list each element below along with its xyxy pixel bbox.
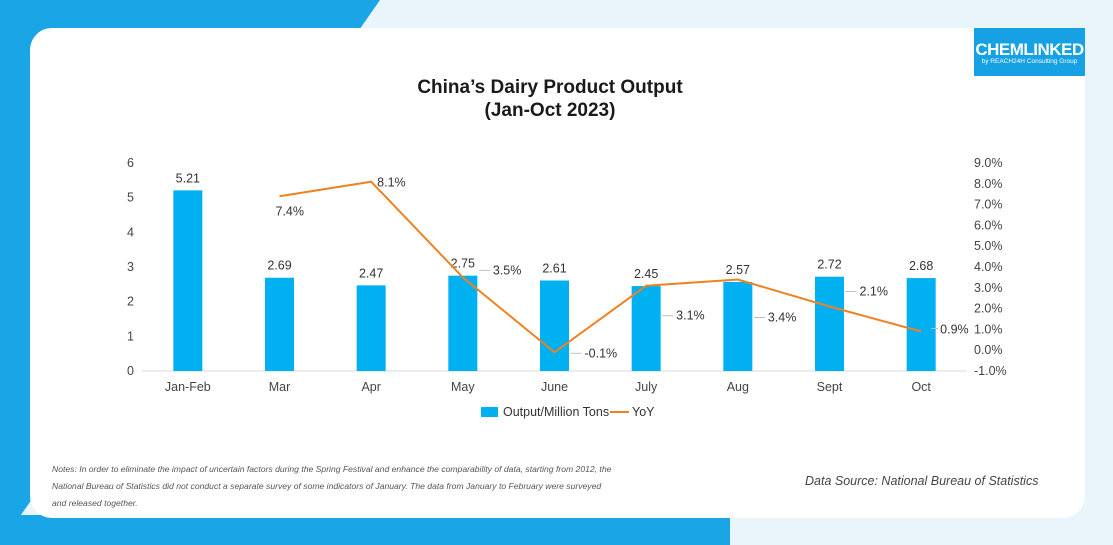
yoy-value-label: 3.4% bbox=[768, 310, 797, 324]
x-tick-label: June bbox=[541, 380, 568, 394]
x-tick-label: Aug bbox=[727, 380, 749, 394]
logo-wordmark: CHEMLINKED bbox=[975, 40, 1084, 59]
yoy-value-label: 0.9% bbox=[940, 322, 969, 336]
yoy-value-label: 3.1% bbox=[676, 309, 705, 323]
bar-value-label: 2.45 bbox=[634, 267, 658, 281]
y-left-tick-label: 6 bbox=[127, 156, 134, 170]
bar-july bbox=[631, 286, 661, 371]
y-right-tick-label: 2.0% bbox=[974, 302, 1003, 316]
logo-tagline: by REACH24H Consulting Group bbox=[981, 58, 1078, 65]
bar-jan-feb bbox=[173, 190, 203, 371]
x-tick-label: Jan-Feb bbox=[165, 380, 211, 394]
y-right-tick-label: 6.0% bbox=[974, 218, 1003, 232]
brand-logo: CHEMLINKED by REACH24H Consulting Group bbox=[974, 28, 1085, 76]
yoy-value-label: -0.1% bbox=[585, 346, 618, 360]
data-source: Data Source: National Bureau of Statisti… bbox=[805, 474, 1039, 488]
y-right-tick-label: -1.0% bbox=[974, 364, 1007, 378]
bar-aug bbox=[723, 281, 753, 371]
bar-oct bbox=[906, 278, 936, 371]
x-tick-label: July bbox=[635, 380, 658, 394]
y-right-tick-label: 4.0% bbox=[974, 260, 1003, 274]
y-right-tick-label: 5.0% bbox=[974, 239, 1003, 253]
bar-mar bbox=[265, 277, 294, 371]
bar-apr bbox=[356, 285, 386, 371]
bar-value-label: 2.75 bbox=[451, 257, 475, 271]
y-left-tick-label: 4 bbox=[127, 225, 134, 239]
chart-card bbox=[30, 28, 1085, 518]
bar-value-label: 2.68 bbox=[909, 259, 933, 273]
bar-value-label: 2.72 bbox=[817, 258, 841, 272]
y-right-tick-label: 3.0% bbox=[974, 281, 1003, 295]
chart-title: China’s Dairy Product Output (Jan-Oct 20… bbox=[300, 76, 800, 122]
bar-value-label: 2.69 bbox=[267, 259, 291, 273]
bar-june bbox=[540, 280, 569, 371]
legend-label-output: Output/Million Tons bbox=[503, 405, 609, 419]
background-bottom-band bbox=[0, 515, 730, 545]
bar-may bbox=[448, 275, 478, 371]
y-left-tick-label: 3 bbox=[127, 260, 134, 274]
chart-title-line2: (Jan-Oct 2023) bbox=[484, 100, 616, 121]
y-right-tick-label: 9.0% bbox=[974, 156, 1003, 170]
bar-value-label: 5.21 bbox=[176, 171, 200, 185]
bar-value-label: 2.61 bbox=[542, 262, 566, 276]
y-right-tick-label: 0.0% bbox=[974, 343, 1003, 357]
y-right-tick-label: 7.0% bbox=[974, 198, 1003, 212]
legend-swatch-output bbox=[481, 407, 498, 417]
x-tick-label: Mar bbox=[269, 380, 291, 394]
legend-label-yoy: YoY bbox=[632, 405, 655, 419]
y-left-tick-label: 0 bbox=[127, 364, 134, 378]
x-tick-label: Sept bbox=[817, 380, 843, 394]
y-right-tick-label: 8.0% bbox=[974, 177, 1003, 191]
yoy-value-label: 2.1% bbox=[860, 285, 889, 299]
yoy-line bbox=[279, 180, 922, 354]
bar-sept bbox=[815, 276, 844, 371]
yoy-value-label: 7.4% bbox=[276, 204, 305, 218]
bar-value-label: 2.57 bbox=[726, 263, 750, 277]
yoy-value-label: 8.1% bbox=[377, 176, 406, 190]
y-left-tick-label: 2 bbox=[127, 295, 134, 309]
x-tick-label: Apr bbox=[361, 380, 380, 394]
chart-title-line1: China’s Dairy Product Output bbox=[417, 77, 683, 98]
x-tick-label: May bbox=[451, 380, 475, 394]
y-left-tick-label: 5 bbox=[127, 191, 134, 205]
chart-notes: Notes: In order to eliminate the impact … bbox=[52, 464, 612, 508]
yoy-value-label: 3.5% bbox=[493, 263, 522, 277]
y-right-tick-label: 1.0% bbox=[974, 322, 1003, 336]
bar-value-label: 2.47 bbox=[359, 266, 383, 280]
x-tick-label: Oct bbox=[911, 380, 931, 394]
y-left-tick-label: 1 bbox=[127, 329, 134, 343]
